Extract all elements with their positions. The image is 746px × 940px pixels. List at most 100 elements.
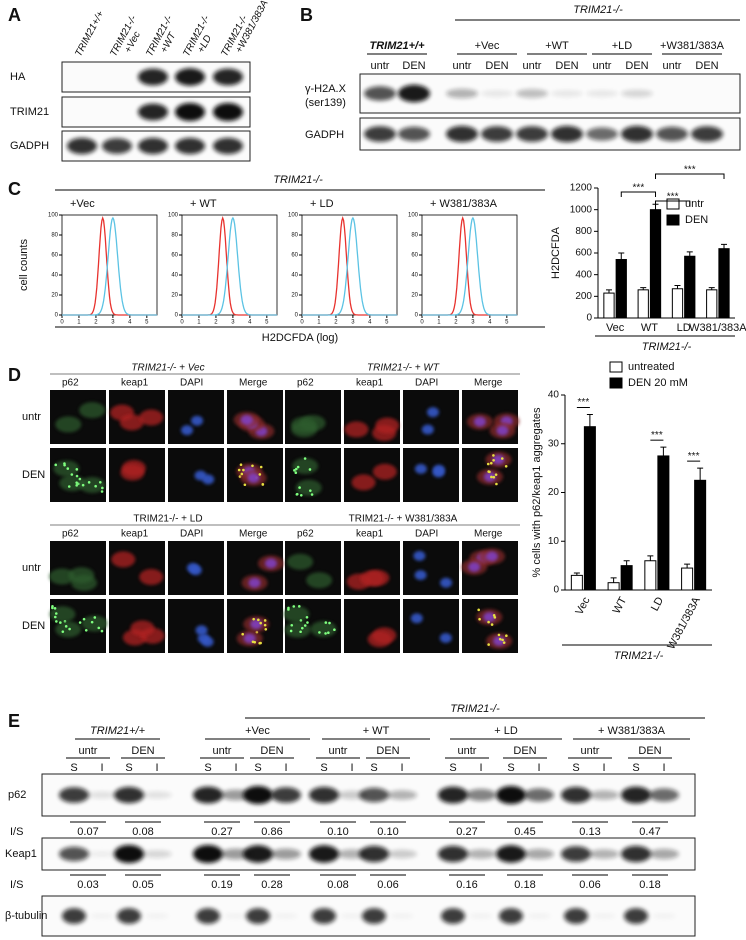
cell <box>284 621 311 638</box>
aggregate <box>305 615 309 619</box>
aggregate <box>66 467 70 470</box>
bar <box>718 248 730 319</box>
condition-label: untr <box>79 745 98 757</box>
aggregate <box>84 629 88 632</box>
bar <box>684 255 696 319</box>
aggregate <box>294 467 298 471</box>
significance-label: *** <box>667 192 679 203</box>
aggregate <box>78 477 82 481</box>
group-label: +LD <box>612 40 633 52</box>
band <box>117 908 141 924</box>
nucleus <box>247 473 260 484</box>
channel-label: keap1 <box>121 378 149 389</box>
aggregate <box>252 617 255 621</box>
row-label: untr <box>22 411 41 423</box>
y-tick-label: 40 <box>548 390 560 401</box>
aggregate <box>492 454 495 457</box>
band <box>87 850 117 858</box>
ratio-value: 0.07 <box>77 826 98 838</box>
plot-frame <box>301 214 398 316</box>
ratio-value: 0.10 <box>377 826 398 838</box>
blot-label: γ-H2A.X <box>305 83 347 95</box>
aggregate <box>502 641 506 644</box>
group-title: TRIM21-/- + LD <box>133 514 202 525</box>
band <box>213 68 243 86</box>
aggregate <box>101 486 104 490</box>
y-tick-label: 1000 <box>570 204 593 215</box>
nucleus <box>194 470 207 481</box>
band <box>438 845 468 863</box>
cell <box>49 606 76 623</box>
significance-bracket <box>620 191 657 197</box>
cell <box>306 572 333 589</box>
y-tick-label: 40 <box>291 273 298 279</box>
y-tick-label: 1200 <box>570 183 593 194</box>
x-tick-label: 4 <box>368 320 372 326</box>
histogram-curve <box>62 215 157 316</box>
band <box>441 908 465 924</box>
lane-label-group: TRIM21-/-+WT <box>144 13 179 58</box>
band <box>337 790 367 800</box>
cell <box>111 551 136 568</box>
fraction-label: S <box>70 762 77 774</box>
ratio-value: 0.10 <box>327 826 348 838</box>
micrograph <box>403 448 459 502</box>
micrograph <box>168 599 224 653</box>
ratio-label: I/S <box>10 879 23 891</box>
aggregate <box>505 634 508 638</box>
fraction-label: S <box>449 762 456 774</box>
aggregate <box>493 616 497 619</box>
aggregate <box>264 628 268 631</box>
group-label: +Vec <box>245 725 270 737</box>
aggregate <box>487 620 490 624</box>
group-title: TRIM21-/- <box>573 4 623 16</box>
aggregate <box>492 475 496 479</box>
group-title: TRIM21-/- + W381/383A <box>349 514 458 525</box>
group-label: TRIM21-/- <box>614 650 664 662</box>
band <box>524 788 554 802</box>
x-tick-label: 1 <box>437 320 441 326</box>
nucleus <box>492 454 505 465</box>
error-bar <box>573 572 580 576</box>
lane-label-group: TRIM21-/-+Vec <box>108 13 143 58</box>
condition-label: DEN <box>625 60 648 72</box>
aggregate <box>495 482 498 486</box>
aggregate <box>237 468 241 472</box>
band <box>561 846 591 862</box>
bar <box>706 289 718 319</box>
significance-label: *** <box>633 183 645 194</box>
cell <box>49 568 76 585</box>
fraction-label: S <box>125 762 132 774</box>
y-tick-label: 0 <box>55 313 59 319</box>
band <box>309 845 339 863</box>
channel-label: keap1 <box>356 529 384 540</box>
nucleus <box>496 425 509 436</box>
x-axis-label: H2DCFDA (log) <box>262 332 338 344</box>
band <box>481 126 513 142</box>
ratio-label: I/S <box>10 826 23 838</box>
legend-label: untr <box>685 198 704 210</box>
blot-label: β-tubulin <box>5 910 47 922</box>
aggregate <box>241 632 244 636</box>
error-bar <box>708 287 715 290</box>
band <box>243 786 273 804</box>
cell <box>139 409 164 426</box>
error-bar <box>697 467 704 481</box>
row-label: DEN <box>22 469 45 481</box>
y-tick-label: 0 <box>553 585 559 596</box>
aggregate <box>64 625 68 628</box>
significance-bracket <box>655 200 691 206</box>
band <box>649 788 679 802</box>
nucleus <box>189 565 202 576</box>
cell <box>360 570 385 587</box>
band <box>274 913 298 919</box>
band <box>213 103 243 121</box>
plot-title: + LD <box>310 198 334 210</box>
cell <box>119 414 144 431</box>
channel-label: DAPI <box>180 529 203 540</box>
aggregate <box>259 465 263 469</box>
blot-label: Keap1 <box>5 848 37 860</box>
band <box>340 913 364 919</box>
fraction-label: S <box>632 762 639 774</box>
error-bar <box>647 555 654 561</box>
